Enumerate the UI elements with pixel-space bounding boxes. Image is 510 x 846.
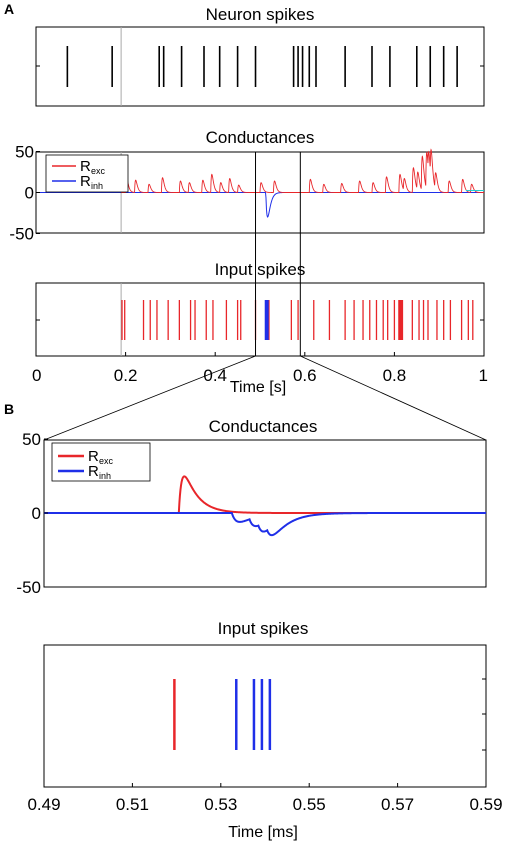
y-tick-label: -50: [9, 225, 34, 244]
legend-b-inh-sub: inh: [99, 471, 111, 481]
x-tick-label: 0.51: [116, 795, 149, 814]
exc-trace: [44, 475, 486, 514]
x-tick-label: 0: [32, 366, 41, 385]
x-tick-label: 0.55: [293, 795, 326, 814]
x-tick-label: 0.6: [293, 366, 317, 385]
zoom-box: [255, 151, 301, 357]
exc-trace: [121, 148, 484, 193]
input-spikes-title-b: Input spikes: [218, 619, 309, 638]
x-tick-label: 0.49: [27, 795, 60, 814]
x-axis-label-a: Time [s]: [230, 379, 286, 396]
neuron-spike-raster: [36, 27, 484, 106]
legend-a: R exc R inh: [45, 154, 129, 193]
y-tick-label: 0: [25, 184, 34, 203]
conductances-title-a: Conductances: [206, 128, 315, 147]
y-tick-label: 50: [15, 143, 34, 162]
x-tick-label: 0.2: [114, 366, 138, 385]
y-tick-label: 0: [32, 504, 41, 523]
legend-b: R exc R inh: [51, 442, 151, 482]
axis-ticks: 50 0 -50 0 0.2 0.4 0.6 0.8 1 50 0 -50 0.49 0.51 0.53 0.…: [9, 143, 502, 815]
conductances-title-b: Conductances: [209, 417, 318, 436]
legend-a-inh-label: R: [80, 173, 91, 190]
neuron-spikes-title: Neuron spikes: [206, 5, 315, 24]
input-spike-raster-a: [36, 283, 484, 356]
x-axis-label-b: Time [ms]: [228, 824, 298, 841]
zoom-window: [43, 151, 487, 441]
y-tick-label: 50: [22, 430, 41, 449]
legend-a-exc-sub: exc: [91, 166, 106, 176]
x-tick-label: 0.59: [469, 795, 502, 814]
zoom-connector-left: [43, 355, 256, 441]
panel-letter-a: A: [4, 1, 14, 17]
legend-a-inh-sub: inh: [91, 181, 103, 191]
input-spikes-frame-b: [43, 644, 487, 788]
conductance-traces-b: [44, 475, 486, 537]
legend-a-box: [45, 154, 129, 193]
legend-b-box: [51, 442, 151, 482]
input-spikes-frame-a: [35, 282, 485, 357]
input-spike-raster-b: [173, 678, 486, 751]
legend-b-exc-label: R: [88, 448, 99, 465]
y-tick-label: -50: [16, 578, 41, 597]
input-spikes-title-a: Input spikes: [215, 260, 306, 279]
x-tick-label: 0.57: [381, 795, 414, 814]
legend-a-exc-label: R: [80, 158, 91, 175]
inh-trace: [44, 512, 486, 537]
panel-letter-b: B: [4, 401, 14, 417]
zoom-connector-right: [300, 355, 487, 441]
legend-b-inh-label: R: [88, 463, 99, 480]
x-tick-label: 1: [479, 366, 488, 385]
x-tick-label: 0.4: [203, 366, 227, 385]
inh-trace: [36, 192, 484, 218]
x-tick-label: 0.8: [383, 366, 407, 385]
x-tick-label: 0.53: [204, 795, 237, 814]
legend-b-exc-sub: exc: [99, 456, 114, 466]
